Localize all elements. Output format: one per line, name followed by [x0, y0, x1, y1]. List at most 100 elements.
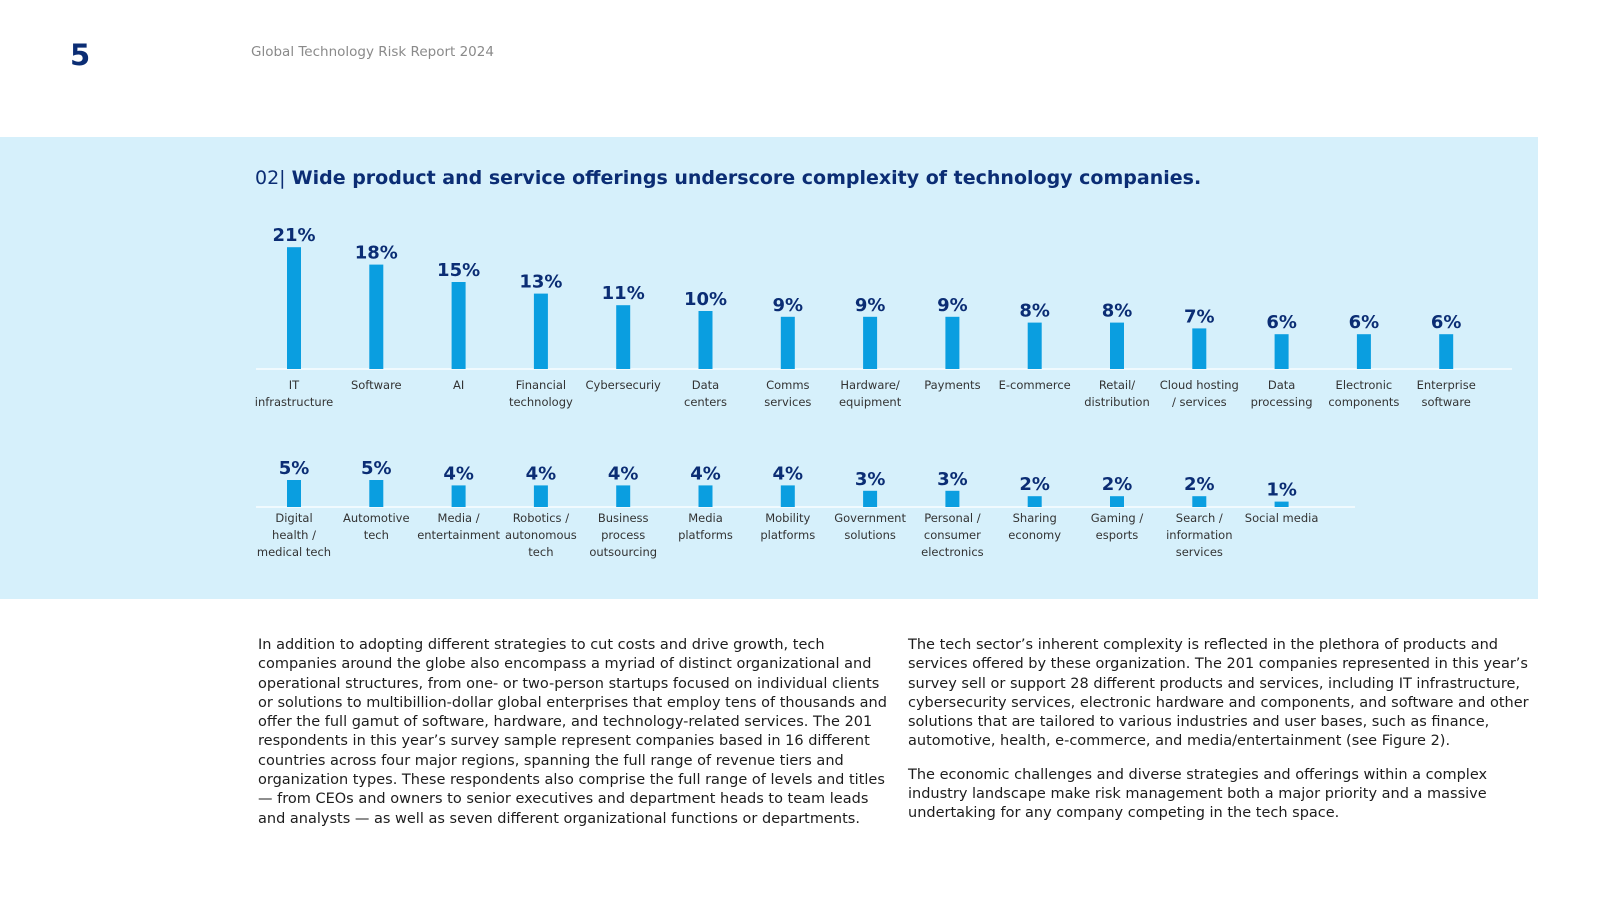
category-label: Social media [1245, 511, 1319, 525]
category-label-line: economy [1008, 528, 1061, 542]
bar [1274, 501, 1289, 507]
category-label: Payments [924, 378, 980, 392]
category-label: E-commerce [999, 378, 1071, 392]
category-label-line: Cloud hosting [1160, 378, 1239, 392]
category-label-line: Personal / [924, 511, 981, 525]
data-label: 4% [773, 463, 804, 484]
bar [780, 485, 795, 507]
category-label: Media platforms [678, 511, 733, 542]
bar [698, 311, 713, 369]
category-label-line: Retail/ [1099, 378, 1135, 392]
figure-title: 02| Wide product and service offerings u… [255, 167, 1201, 189]
data-label: 9% [855, 295, 886, 316]
body-column-left: In addition to adopting different strate… [258, 636, 888, 843]
bar [1110, 496, 1124, 507]
data-label: 9% [937, 295, 968, 316]
category-label: Gaming / esports [1091, 511, 1144, 542]
category-label-line: health / [272, 528, 316, 542]
body-paragraph: In addition to adopting different strate… [258, 637, 887, 827]
data-label: 6% [1431, 312, 1462, 333]
data-label: 8% [1102, 301, 1133, 322]
category-label-line: outsourcing [589, 545, 657, 559]
category-label-line: Media [688, 511, 723, 525]
category-label: AI [453, 378, 464, 392]
category-label-line: medical tech [257, 545, 331, 559]
category-label-line: Enterprise [1417, 378, 1476, 392]
category-label-line: Digital [275, 511, 312, 525]
category-label-line: Financial [516, 378, 566, 392]
category-label-line: platforms [760, 528, 815, 542]
category-label-line: Payments [924, 378, 980, 392]
category-label: Cybersecuriy [586, 378, 662, 392]
category-label-line: equipment [839, 395, 902, 409]
category-label-line: AI [453, 378, 464, 392]
bar [451, 485, 466, 507]
category-label: Digital health / medical tech [257, 511, 331, 559]
category-label-line: Cybersecuriy [586, 378, 662, 392]
category-label-line: IT [289, 378, 300, 392]
bar [1356, 334, 1371, 369]
data-label: 2% [1102, 474, 1133, 495]
category-label-line: esports [1096, 528, 1139, 542]
category-label-line: Government [834, 511, 906, 525]
category-label: Personal / consumer electronics [921, 511, 984, 559]
category-label-line: / services [1172, 395, 1227, 409]
category-label: Hardware/equipment [839, 378, 902, 409]
category-label: Automotive tech [343, 511, 410, 542]
bar [698, 485, 713, 507]
data-label: 5% [279, 458, 310, 479]
data-label: 7% [1184, 306, 1215, 327]
category-label-line: Robotics / [513, 511, 570, 525]
bar [1110, 322, 1124, 369]
category-label-line: entertainment [417, 528, 500, 542]
category-label: Business process outsourcing [589, 511, 657, 559]
data-label: 13% [519, 272, 562, 293]
data-label: 15% [437, 260, 480, 281]
category-label-line: autonomous [505, 528, 577, 542]
bar [863, 490, 878, 507]
data-label: 4% [526, 463, 557, 484]
bar [945, 490, 960, 507]
bar [616, 485, 631, 507]
category-label-line: Sharing [1013, 511, 1057, 525]
category-label-line: processing [1251, 395, 1313, 409]
data-label: 3% [855, 469, 886, 490]
category-label-line: Mobility [765, 511, 810, 525]
category-label-line: Software [351, 378, 402, 392]
category-label: Search / information services [1166, 511, 1232, 559]
figure-title-text: Wide product and service offerings under… [291, 167, 1202, 189]
bar [533, 485, 548, 507]
data-label: 2% [1184, 474, 1215, 495]
data-label: 4% [443, 463, 474, 484]
bar [1274, 334, 1289, 369]
category-label-line: Gaming / [1091, 511, 1144, 525]
report-title: Global Technology Risk Report 2024 [251, 44, 494, 60]
category-label-line: centers [684, 395, 727, 409]
bar [369, 264, 384, 369]
category-label-line: Social media [1245, 511, 1319, 525]
category-label-line: Media / [438, 511, 480, 525]
data-label: 4% [690, 463, 721, 484]
category-label-line: components [1328, 395, 1399, 409]
data-label: 8% [1019, 301, 1050, 322]
data-label: 5% [361, 458, 392, 479]
data-label: 11% [602, 283, 645, 304]
category-label: IT infrastructure [255, 378, 334, 409]
category-label-line: E-commerce [999, 378, 1071, 392]
category-label: Robotics / autonomous tech [505, 511, 577, 559]
category-label: Data processing [1251, 378, 1313, 409]
bar [863, 316, 878, 369]
category-label: Government solutions [834, 511, 906, 542]
page-number: 5 [70, 38, 91, 72]
bar [1439, 334, 1454, 369]
category-label-line: Hardware/ [840, 378, 900, 392]
data-label: 2% [1019, 474, 1050, 495]
category-label-line: services [1176, 545, 1223, 559]
bar [1027, 496, 1042, 507]
category-label: Sharing economy [1008, 511, 1061, 542]
category-label-line: software [1422, 395, 1471, 409]
category-label-line: technology [509, 395, 573, 409]
category-label-line: information [1166, 528, 1232, 542]
category-label-line: tech [528, 545, 553, 559]
body-paragraph: The tech sector’s inherent complexity is… [908, 637, 1529, 750]
